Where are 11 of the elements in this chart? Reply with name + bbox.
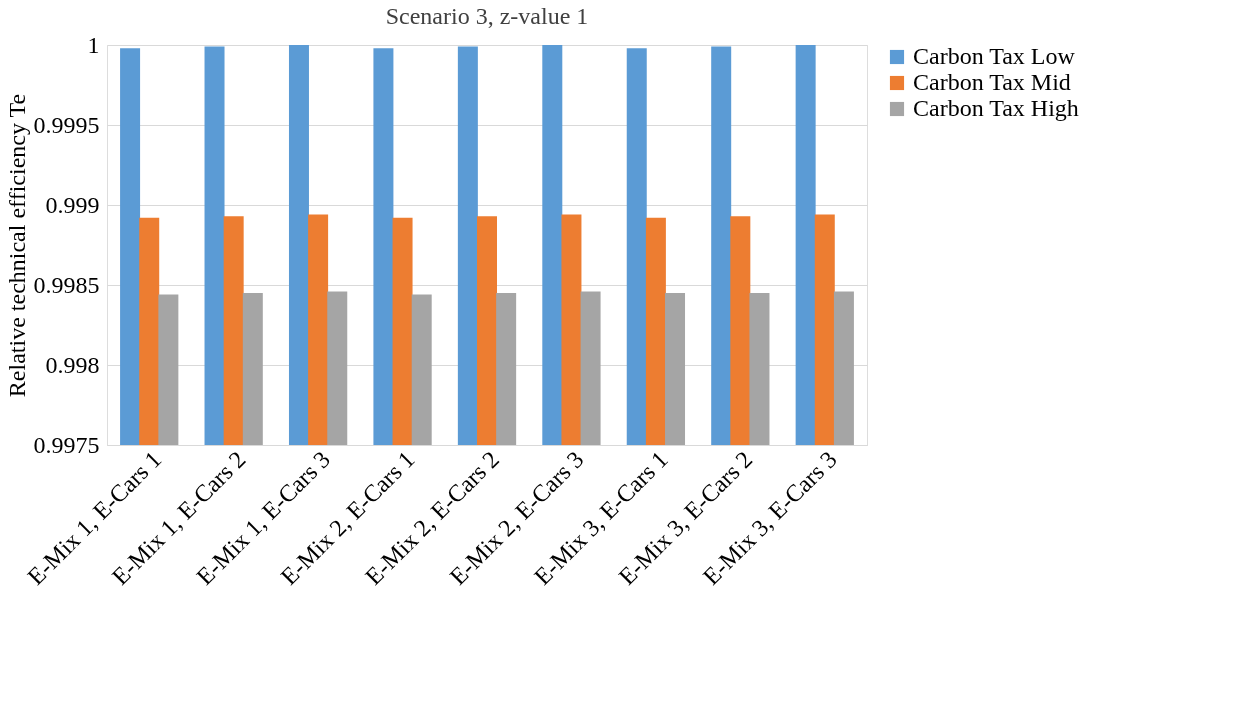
y-tick-label: 0.9985: [33, 271, 100, 298]
y-tick-label: 0.9975: [33, 431, 100, 458]
y-tick-label: 0.998: [45, 351, 100, 378]
legend-label: Carbon Tax High: [913, 95, 1079, 121]
y-tick-label: 1: [87, 31, 100, 58]
legend-label: Carbon Tax Low: [913, 43, 1076, 69]
y-tick-label: 0.9995: [33, 111, 100, 138]
chart-title: Scenario 3, z-value 1: [385, 3, 589, 29]
y-axis-title: Relative technical efficiency Te: [3, 93, 30, 398]
legend-label: Carbon Tax Mid: [913, 69, 1071, 95]
y-tick-label: 0.999: [45, 191, 100, 218]
